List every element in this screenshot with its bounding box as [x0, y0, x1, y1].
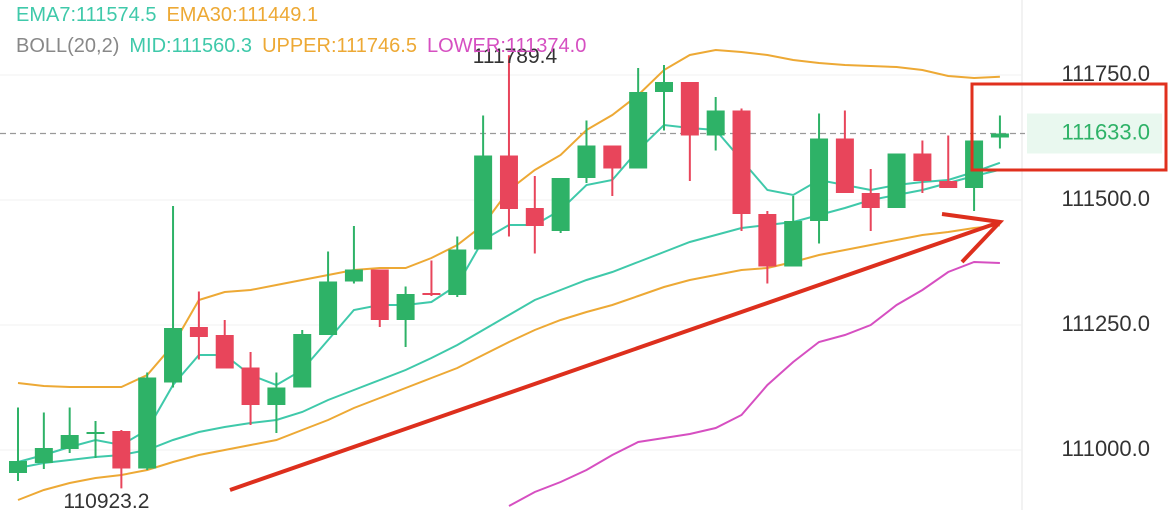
candle-body	[164, 328, 183, 383]
candle-body	[913, 153, 932, 181]
candle-body	[370, 269, 389, 320]
candle-body	[499, 155, 518, 209]
candle-body	[603, 145, 622, 169]
candle-body	[965, 140, 984, 188]
candle-body	[396, 294, 415, 320]
candle-body	[422, 293, 441, 295]
candle-body	[706, 110, 725, 136]
candle-body	[112, 431, 131, 469]
candle-body	[215, 335, 234, 369]
legend-entry: BOLL(20,2)	[16, 35, 120, 57]
legend-boll: BOLL(20,2) MID:111560.3 UPPER:111746.5 LOWE…	[16, 35, 596, 58]
trend-arrow	[229, 220, 1001, 492]
highlight-box	[970, 82, 1168, 172]
y-tick-label: 111000.0	[1062, 436, 1151, 461]
candle-body	[990, 133, 1009, 138]
candle-body	[835, 138, 854, 193]
current-price-label: 111633.0	[1062, 119, 1151, 144]
legend-entry: UPPER:111746.5	[262, 35, 417, 57]
candle-body	[887, 153, 906, 208]
legend-entry: LOWER:111374.0	[426, 35, 587, 57]
candle-body	[448, 249, 467, 295]
high-annotation: 111789.4	[473, 45, 558, 68]
y-tick-label: 111500.0	[1062, 186, 1151, 211]
candle-body	[9, 461, 27, 473]
legend-entry: EMA7:111574.5	[16, 4, 157, 26]
low-annotation: 110923.2	[63, 490, 149, 510]
candle-body	[86, 432, 105, 434]
candle-body	[474, 155, 493, 250]
legend-entry: MID:111560.3	[129, 35, 253, 57]
candle-body	[267, 387, 286, 405]
candle-body	[577, 145, 596, 178]
candle-body	[138, 377, 157, 469]
candle-body	[784, 221, 803, 267]
legend-ema: EMA7:111574.5 EMA30:111449.1	[16, 4, 328, 27]
candle-body	[189, 327, 208, 337]
candle-body	[861, 193, 880, 208]
candle-body	[344, 269, 363, 282]
candle-body	[319, 281, 338, 335]
legend-entry: EMA30:111449.1	[166, 4, 319, 26]
trend-arrow-head	[941, 212, 1005, 264]
candle-body	[629, 92, 648, 169]
y-tick-label: 111250.0	[1062, 311, 1151, 336]
candle-body	[551, 178, 570, 231]
candle-body	[758, 214, 777, 267]
candle-body	[655, 82, 673, 92]
current-price-tag	[1027, 113, 1162, 154]
candle-body	[939, 181, 958, 188]
candle-body	[732, 110, 751, 214]
candle-body	[241, 367, 260, 405]
indicator-line	[17, 224, 1001, 501]
candle-body	[293, 334, 312, 388]
candle-body	[810, 138, 829, 221]
candle-body	[34, 448, 53, 463]
candle-body	[680, 82, 699, 136]
candle-body	[60, 435, 79, 449]
y-tick-label: 111750.0	[1062, 61, 1151, 86]
candle-body	[525, 208, 544, 226]
indicator-line	[17, 168, 1001, 469]
indicator-line	[508, 260, 1000, 507]
